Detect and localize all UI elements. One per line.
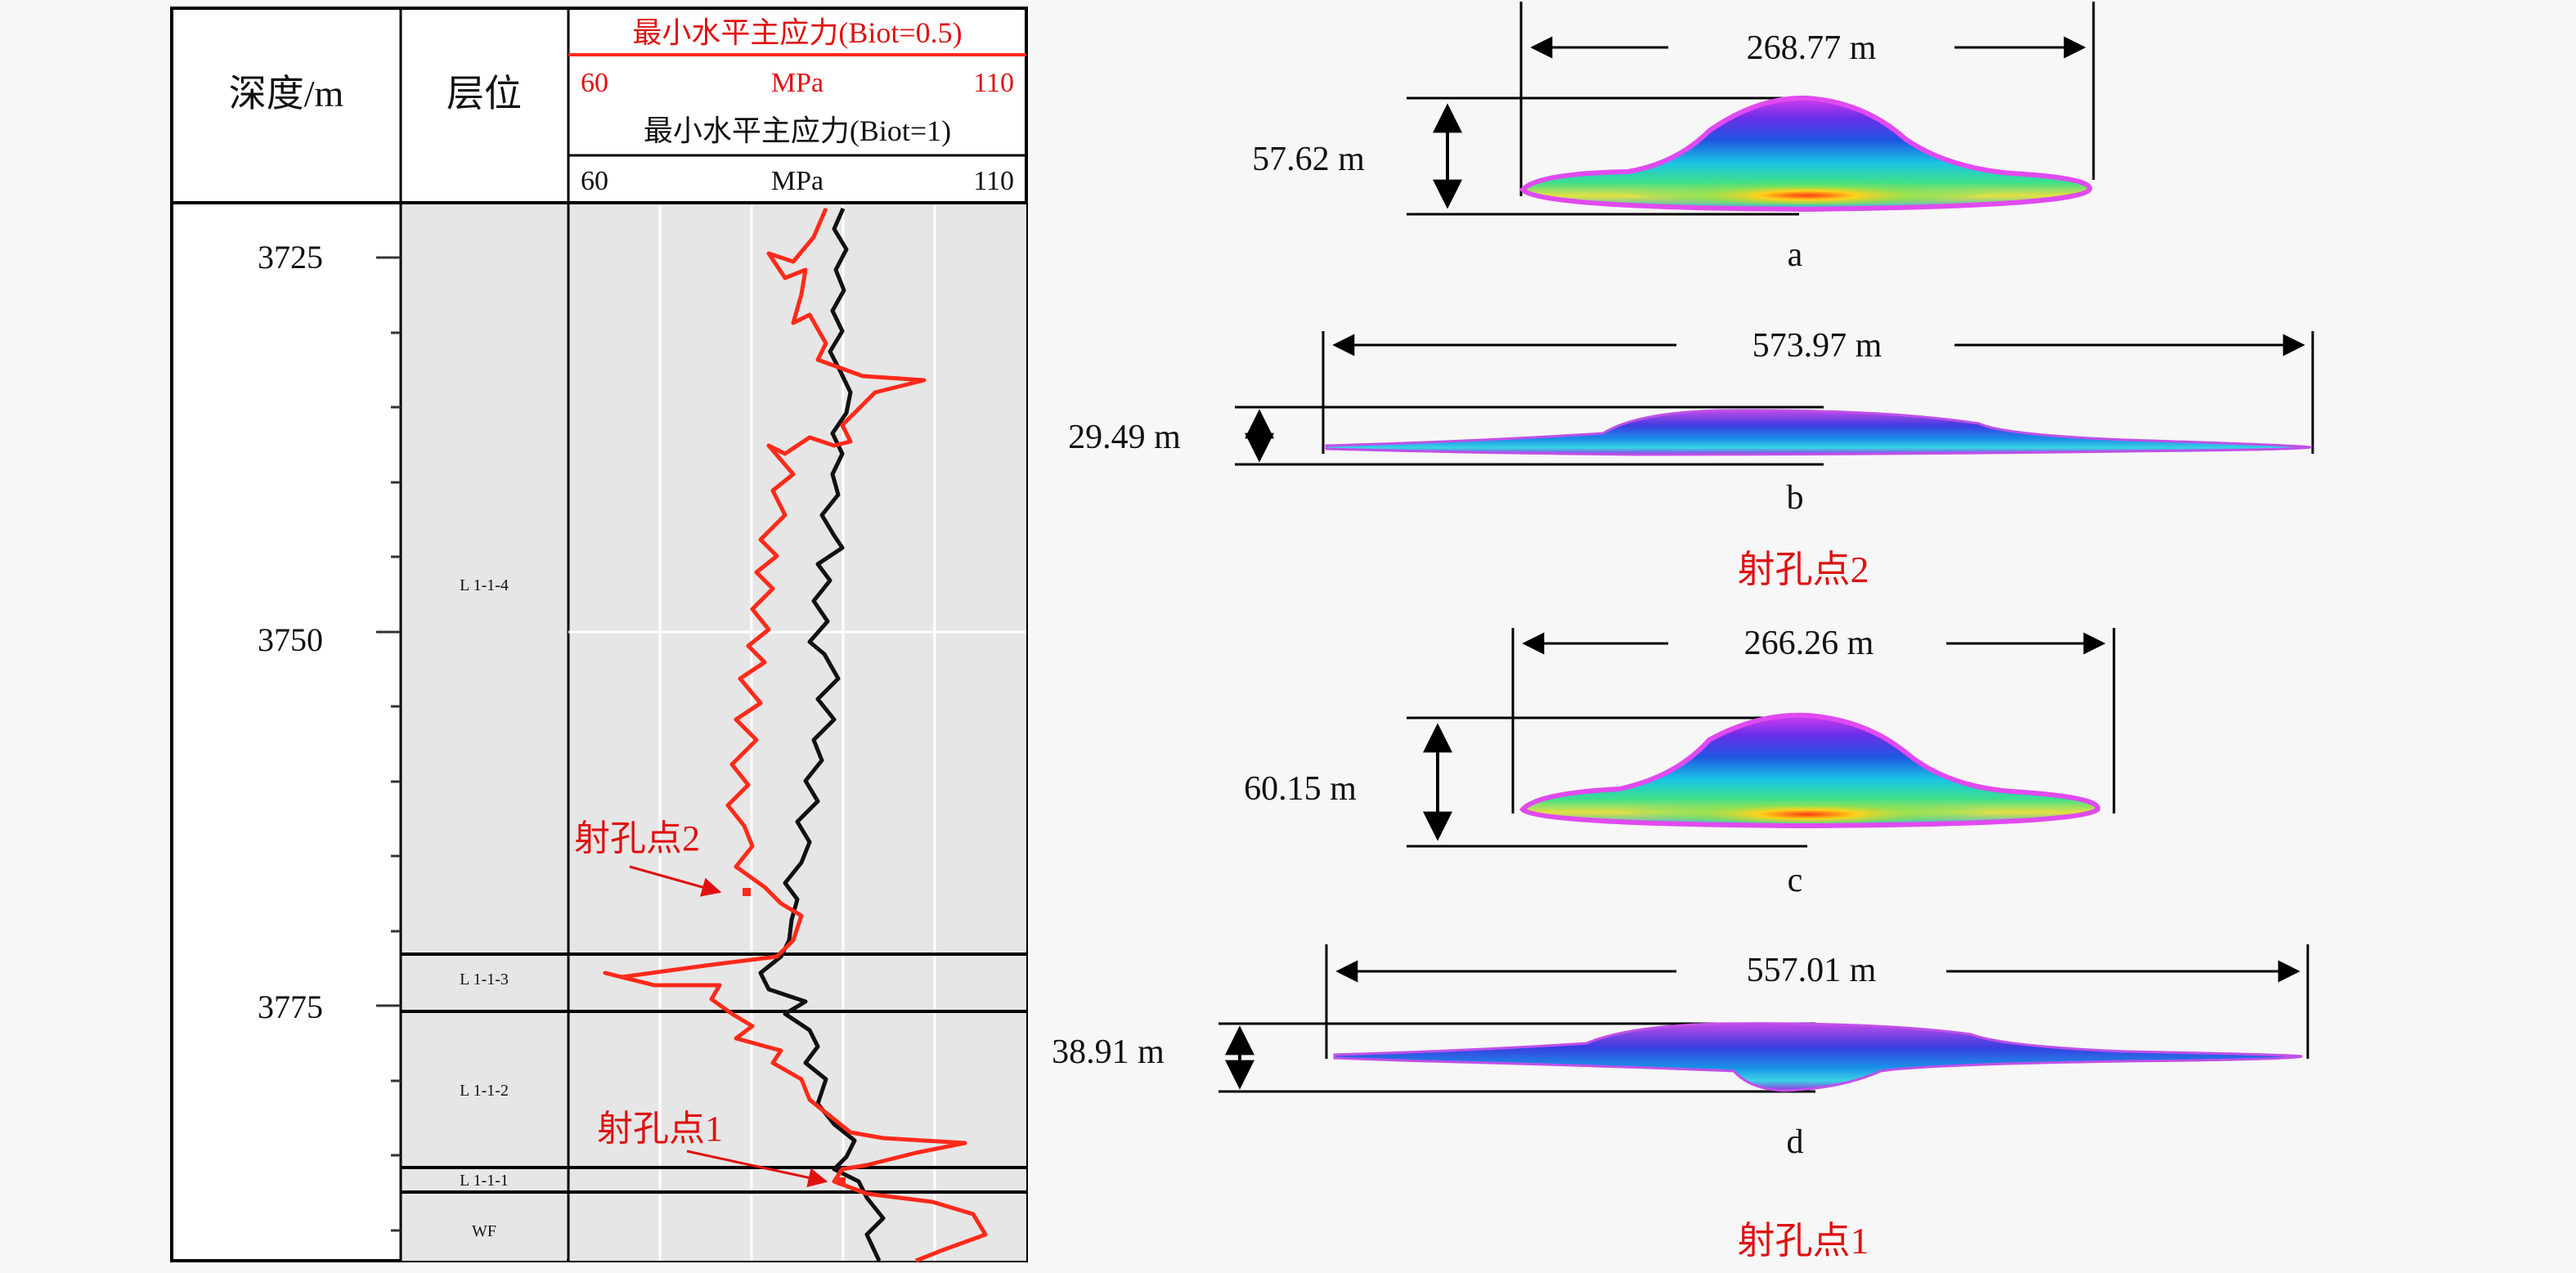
biot1-min: 60: [581, 166, 608, 196]
depth-label-3775: 3775: [258, 988, 323, 1025]
layer-l112: L 1-1-2: [460, 1082, 509, 1100]
stress-track-bg: [568, 204, 1026, 1261]
biot05-curve: [603, 208, 988, 1263]
perforation-1-label: 射孔点1: [597, 1109, 723, 1149]
layer-wf: WF: [472, 1222, 496, 1240]
depth-label-3750: 3750: [258, 621, 323, 658]
biot1-curve: [758, 207, 886, 1262]
perforation-1-arrow: [686, 1150, 828, 1188]
log-panel: 深度/m 层位 最小水平主应力(Biot=0.5) 60 MPa 110 最小水…: [170, 7, 1028, 1263]
width-label-c: 266.26 m: [1744, 625, 1874, 662]
depth-label-3725: 3725: [258, 239, 323, 276]
biot05-max: 110: [973, 68, 1014, 98]
depth-header: 深度/m: [229, 73, 344, 114]
biot05-min: 60: [581, 68, 608, 98]
layer-boundaries: [401, 953, 1026, 1194]
panel-letter-d: d: [1787, 1123, 1804, 1161]
perforation-1-marker: [837, 1177, 846, 1186]
height-label-a: 57.62 m: [1252, 141, 1365, 178]
perforation-2-label: 射孔点2: [574, 818, 700, 858]
fracture-panel-b: 573.97 m 29.49 m b: [1068, 327, 2314, 517]
depth-ticks: [376, 256, 401, 1232]
fracture-panel-a: 268.77 m 57.62 m a: [1252, 2, 2095, 274]
width-label-d: 557.01 m: [1747, 952, 1877, 989]
layer-l113: L 1-1-3: [460, 970, 509, 988]
fracture-shape-b: [1325, 409, 2313, 456]
layer-l111: L 1-1-1: [460, 1172, 509, 1190]
layer-header: 层位: [447, 73, 522, 114]
layer-l114: L 1-1-4: [460, 576, 509, 594]
height-label-c: 60.15 m: [1244, 770, 1357, 808]
panel-letter-c: c: [1788, 862, 1803, 899]
width-label-b: 573.97 m: [1752, 327, 1883, 365]
biot1-max: 110: [973, 166, 1014, 196]
layer-track-bg: [401, 204, 567, 1261]
width-label-a: 268.77 m: [1747, 29, 1877, 67]
group-label-point1: 射孔点1: [1738, 1220, 1869, 1262]
height-label-d: 38.91 m: [1052, 1033, 1165, 1071]
height-label-b: 29.49 m: [1068, 419, 1181, 456]
fracture-shape-d: [1333, 1022, 2303, 1092]
fracture-panel-c: 266.26 m 60.15 m c: [1244, 625, 2116, 899]
panel-letter-b: b: [1787, 479, 1804, 517]
perforation-2-marker: [743, 888, 751, 896]
panel-letter-a: a: [1788, 236, 1803, 274]
perforation-2-arrow: [629, 865, 722, 897]
biot05-unit: MPa: [771, 68, 824, 98]
biot1-title: 最小水平主应力(Biot=1): [644, 114, 951, 147]
biot1-unit: MPa: [771, 166, 824, 196]
fracture-panel-d: 557.01 m 38.91 m d: [1052, 944, 2309, 1161]
group-label-point2: 射孔点2: [1738, 549, 1869, 590]
biot05-title: 最小水平主应力(Biot=0.5): [632, 16, 962, 49]
